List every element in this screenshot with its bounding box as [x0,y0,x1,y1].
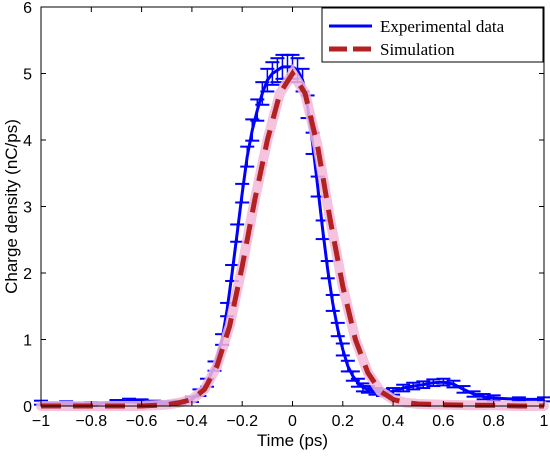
axes-layer: −1 −0.8 −0.6 −0.4 −0.2 0 0.2 0.4 0.6 0.8 1 0 1 2 3 4 5 6 [23,0,548,430]
x-tick-label: 0.4 [382,413,404,430]
legend: Experimental data Simulation [321,7,544,63]
y-tick-label: 2 [23,266,32,283]
x-tick-label: −0.8 [76,413,108,430]
x-axis-label: Time (ps) [257,431,328,450]
legend-item: Experimental data [329,17,505,36]
x-tick-label: −1 [32,413,50,430]
y-tick-label: 1 [23,333,32,350]
legend-label: Simulation [380,40,455,59]
x-tick-label: −0.4 [176,413,208,430]
series-layer [34,53,550,411]
x-tick-label: 0.8 [483,413,505,430]
x-tick-label: 1 [540,413,549,430]
x-tick-label: 0.2 [332,413,354,430]
x-tick-label: 0 [288,413,297,430]
x-tick-label: 0.6 [432,413,454,430]
x-tick-label: −0.2 [226,413,258,430]
legend-item: Simulation [329,40,455,59]
x-tick-label: −0.6 [126,413,158,430]
y-axis-label: Charge density (nC/ps) [2,119,21,294]
legend-box [321,7,544,63]
series-line [41,68,544,409]
legend-label: Experimental data [380,17,505,36]
series-2 [36,64,549,411]
y-tick-label: 0 [23,399,32,416]
y-tick-label: 6 [23,0,32,17]
y-tick-label: 3 [23,200,32,217]
y-tick-label: 5 [23,67,32,84]
y-tick-label: 4 [23,133,32,150]
